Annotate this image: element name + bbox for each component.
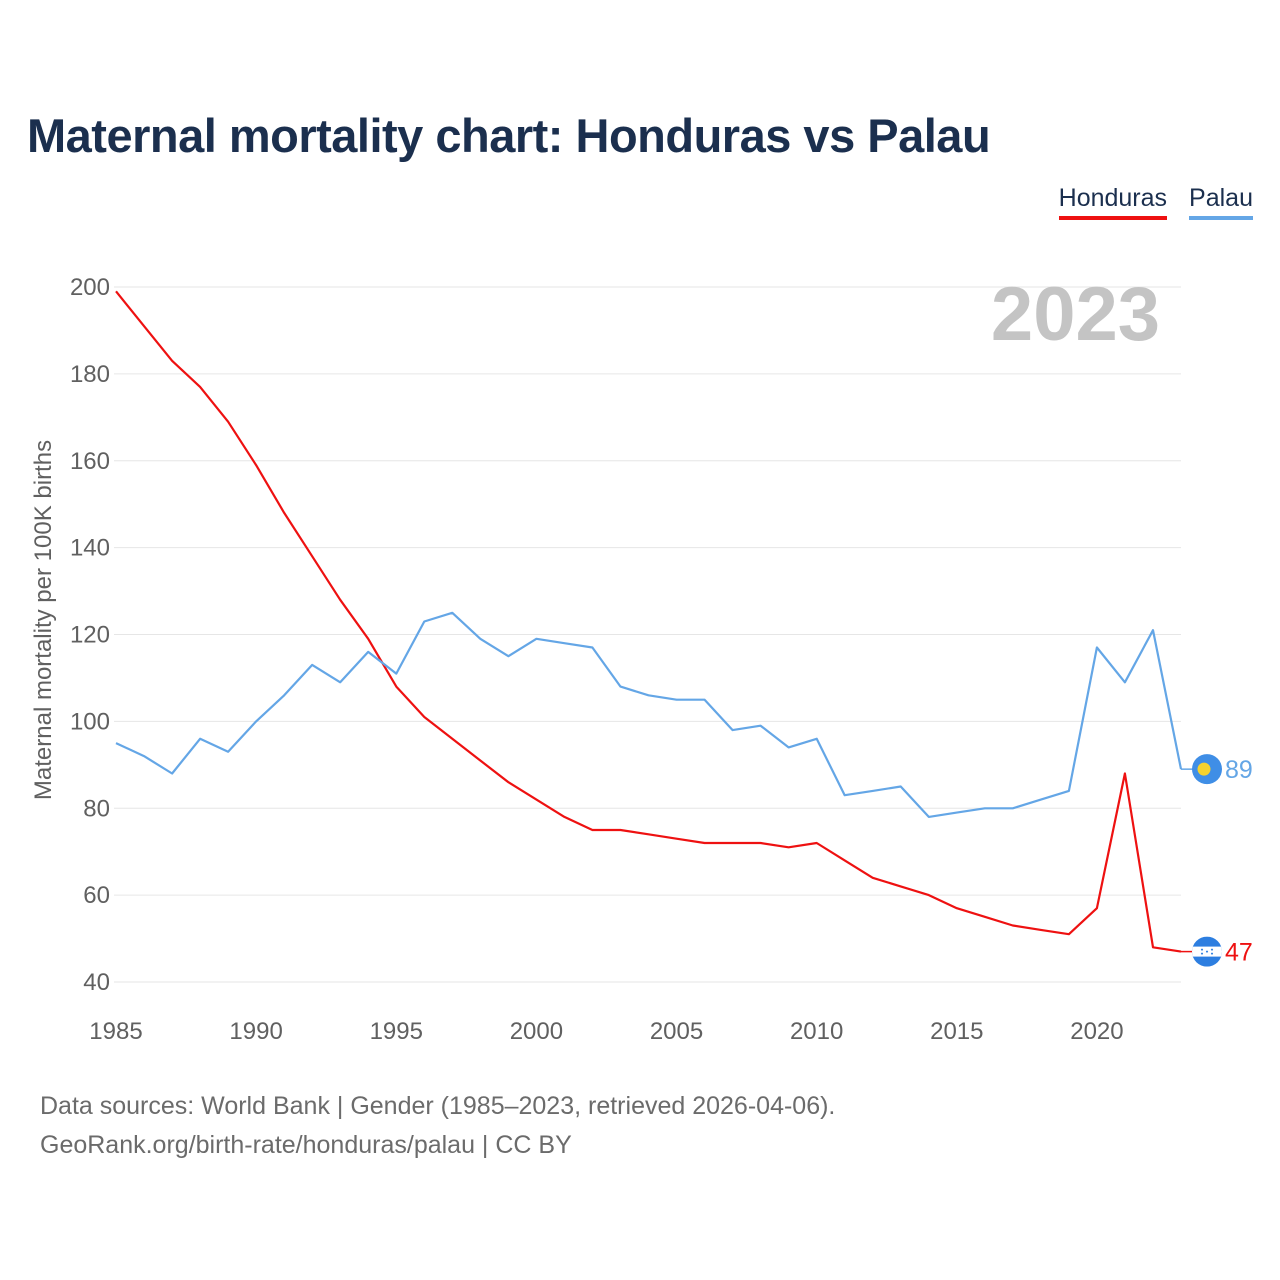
- x-tick-label-2020: 2020: [1070, 1018, 1123, 1045]
- y-tick-label-40: 40: [83, 969, 110, 996]
- x-tick-label-2010: 2010: [790, 1018, 843, 1045]
- year-watermark: 2023: [991, 272, 1160, 357]
- y-tick-label-180: 180: [70, 361, 110, 388]
- y-tick-label-160: 160: [70, 448, 110, 475]
- flag-honduras-stripes: [1192, 936, 1222, 967]
- x-tick-label-2000: 2000: [510, 1018, 563, 1045]
- y-axis-ticks: 40 60 80 100 120 140 160 180 200: [70, 274, 110, 996]
- y-tick-label-200: 200: [70, 274, 110, 301]
- flag-icon-palau: [1192, 754, 1222, 785]
- series-line-honduras: [115, 290, 1182, 953]
- x-axis-ticks: 1985 1990 1995 2000 2005 2010 2015 2020: [89, 1018, 1123, 1045]
- y-axis-label: Maternal mortality per 100K births: [30, 440, 57, 800]
- x-tick-label-1990: 1990: [229, 1018, 282, 1045]
- grid-lines: [114, 286, 1181, 983]
- y-tick-label-120: 120: [70, 622, 110, 649]
- legend-item-honduras[interactable]: Honduras: [1058, 183, 1168, 220]
- flag-icon-honduras: [1192, 936, 1222, 967]
- y-tick-label-140: 140: [70, 535, 110, 562]
- legend-item-palau[interactable]: Palau: [1189, 183, 1253, 220]
- x-tick-label-2005: 2005: [650, 1018, 703, 1045]
- flag-palau-disc: [1197, 762, 1211, 776]
- x-tick-label-2015: 2015: [930, 1018, 983, 1045]
- footer-source-line: Data sources: World Bank | Gender (1985–…: [40, 1092, 836, 1120]
- x-tick-label-1985: 1985: [89, 1018, 142, 1045]
- y-tick-label-80: 80: [83, 795, 110, 822]
- footer-sources: Data sources: World Bank | Gender (1985–…: [40, 1087, 835, 1165]
- footer-link-line[interactable]: GeoRank.org/birth-rate/honduras/palau | …: [40, 1131, 572, 1159]
- y-tick-label-60: 60: [83, 882, 110, 909]
- end-value-label-honduras: 47: [1225, 939, 1253, 967]
- y-tick-label-100: 100: [70, 708, 110, 735]
- end-value-label-palau: 89: [1225, 756, 1253, 784]
- series-line-palau: [115, 611, 1183, 819]
- legend: Honduras Palau: [1058, 183, 1253, 220]
- x-tick-label-1995: 1995: [370, 1018, 423, 1045]
- chart-title: Maternal mortality chart: Honduras vs Pa…: [27, 109, 991, 162]
